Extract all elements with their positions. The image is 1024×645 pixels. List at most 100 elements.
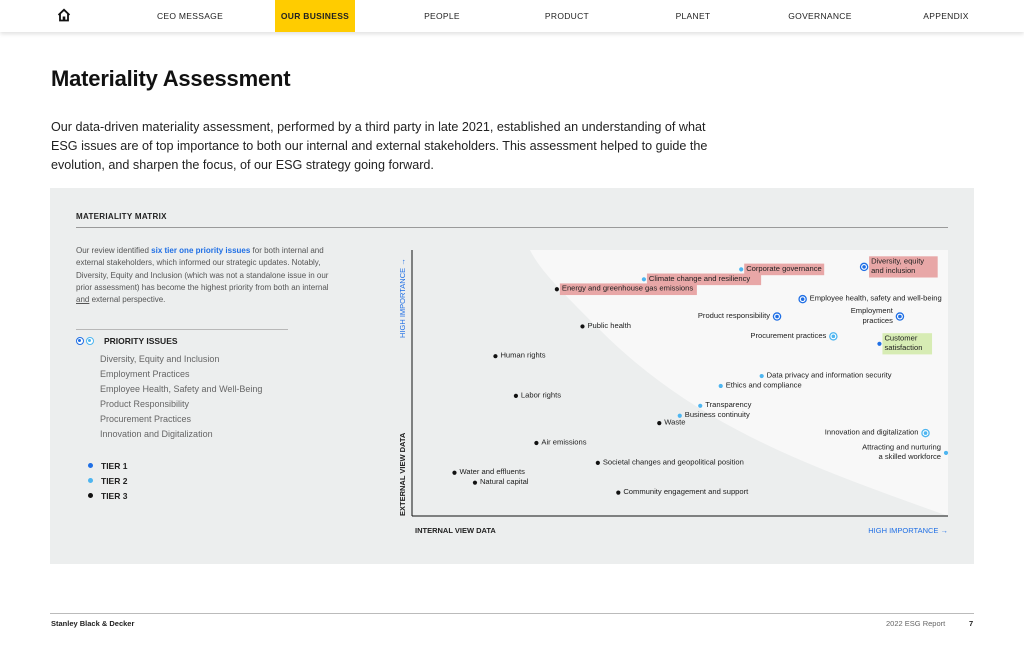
point-innovation-and-digitalization: Innovation and digitalization	[825, 428, 930, 438]
point-dot	[472, 480, 478, 485]
nav-item-our-business[interactable]: OUR BUSINESS	[275, 0, 355, 32]
priority-issue-item: Procurement Practices	[100, 414, 192, 424]
point-dot	[698, 403, 703, 408]
nav-item-planet[interactable]: PLANET	[675, 11, 711, 21]
priority-issue-item: Product Responsibility	[100, 399, 190, 409]
point-corporate-governance: Corporate governance	[739, 263, 825, 276]
point-labor-rights: Labor rights	[513, 390, 561, 399]
desc-highlight: six tier one priority issues	[151, 246, 251, 255]
point-dot	[452, 470, 457, 475]
divider	[76, 329, 288, 330]
footer-brand: Stanley Black & Decker	[51, 619, 135, 628]
page-number: 7	[969, 619, 974, 628]
point-dot	[616, 490, 621, 495]
point-dot	[831, 334, 836, 339]
point-dot	[923, 431, 928, 435]
point-label: Business continuity	[685, 410, 750, 419]
point-dot	[657, 421, 662, 426]
legend-tier-1: TIER 1	[88, 459, 127, 474]
point-label: Societal changes and geopolitical positi…	[603, 457, 744, 466]
home-icon[interactable]	[57, 8, 71, 22]
point-dot	[677, 413, 682, 418]
point-business-continuity: Business continuity	[677, 410, 750, 419]
legend-label: TIER 3	[101, 491, 128, 501]
point-air-emissions: Air emissions	[534, 437, 587, 446]
point-diversity-equity-and-inclusion: Diversity, equity and inclusion	[859, 256, 938, 278]
point-label: Waste	[664, 418, 685, 427]
tier3-dot-icon	[88, 493, 93, 498]
nav-item-product[interactable]: PRODUCT	[544, 11, 590, 21]
point-label: Labor rights	[521, 390, 561, 399]
nav-item-people[interactable]: PEOPLE	[424, 11, 460, 21]
tier1-dot-icon	[88, 463, 93, 468]
point-data-privacy-and-information-security: Data privacy and information security	[759, 370, 892, 379]
priority-issues-list: Diversity, Equity and Inclusion Employme…	[100, 352, 262, 442]
point-label: Employee health, safety and well-being	[810, 294, 942, 303]
point-dot	[718, 383, 723, 389]
legend-tier-2: TIER 2	[88, 474, 127, 489]
point-natural-capital: Natural capital	[472, 477, 529, 486]
y-high-importance-label: HIGH IMPORTANCE →	[398, 258, 407, 338]
point-label: Ethics and compliance	[726, 380, 802, 389]
label-highlight	[559, 283, 697, 296]
point-label: Public health	[587, 321, 630, 330]
point-dot	[898, 314, 902, 319]
priority-issues-heading: PRIORITY ISSUES	[76, 336, 178, 346]
point-dot	[595, 460, 600, 465]
priority-dots-icon	[76, 337, 96, 345]
point-procurement-practices: Procurement practices	[750, 331, 838, 341]
tier-legend: TIER 1 TIER 2 TIER 3	[88, 459, 127, 504]
matrix-description: Our review identified six tier one prior…	[76, 245, 344, 306]
point-dot	[943, 450, 949, 456]
desc-text: Our review identified	[76, 246, 152, 255]
divider	[76, 227, 948, 228]
point-water-and-effluents: Water and effluents	[452, 467, 525, 476]
nav-item-appendix[interactable]: APPENDIX	[923, 11, 969, 21]
point-dot	[862, 265, 866, 269]
point-label: Diversity, equity and inclusion	[871, 257, 924, 276]
point-customer-satisfaction: Customer satisfaction	[877, 333, 933, 355]
point-label: Climate change and resiliency	[649, 274, 751, 283]
point-label: Data privacy and information security	[767, 370, 892, 379]
point-transparency: Transparency	[698, 400, 752, 409]
point-dot	[641, 277, 647, 282]
point-dot	[800, 297, 805, 301]
nav-item-ceo-message[interactable]: CEO MESSAGE	[156, 11, 224, 21]
point-energy-and-greenhouse-gas-emissions: Energy and greenhouse gas emissions	[554, 283, 697, 296]
priority-issue-item: Diversity, Equity and Inclusion	[100, 354, 220, 364]
point-dot	[513, 393, 519, 398]
point-dot	[554, 287, 559, 292]
priority-issue-item: Innovation and Digitalization	[100, 429, 213, 439]
point-attracting-and-nurturing-a-skilled-workforce: Attracting and nurturing a skilled workfo…	[862, 443, 949, 461]
point-human-rights: Human rights	[493, 351, 546, 360]
nav-item-governance[interactable]: GOVERNANCE	[788, 11, 852, 21]
legend-tier-3: TIER 3	[88, 489, 127, 504]
point-label: Corporate governance	[746, 264, 822, 273]
point-label: Customer satisfaction	[884, 333, 922, 352]
point-label: Employment practices	[851, 306, 894, 325]
x-high-importance-label: HIGH IMPORTANCE →	[868, 526, 948, 535]
desc-text: external perspective.	[89, 295, 166, 305]
point-label: Community engagement and support	[623, 487, 749, 496]
point-label: Energy and greenhouse gas emissions	[562, 284, 693, 293]
point-community-engagement-and-support: Community engagement and support	[616, 487, 749, 496]
page-title: Materiality Assessment	[51, 66, 291, 91]
footer-report: 2022 ESG Report	[886, 619, 946, 628]
top-nav: CEO MESSAGE OUR BUSINESS PEOPLE PRODUCT …	[0, 0, 1024, 32]
priority-issue-item: Employee Health, Safety and Well-Being	[100, 384, 263, 394]
point-product-responsibility: Product responsibility	[698, 311, 782, 321]
point-waste: Waste	[657, 418, 686, 427]
point-employment-practices: Employment practices	[851, 306, 905, 325]
point-dot	[775, 314, 779, 319]
point-dot	[534, 440, 539, 446]
priority-issues-label: PRIORITY ISSUES	[104, 336, 178, 346]
tier2-dot-icon	[88, 478, 93, 483]
label-highlight	[869, 256, 938, 278]
legend-label: TIER 1	[101, 461, 128, 471]
matrix-heading: MATERIALITY MATRIX	[76, 212, 167, 221]
intro-paragraph: Our data-driven materiality assessment, …	[51, 120, 708, 172]
point-label: Procurement practices	[750, 331, 826, 340]
point-employee-health-safety-and-well-being: Employee health, safety and well-being	[798, 294, 942, 304]
point-dot	[580, 324, 585, 329]
priority-issue-item: Employment Practices	[100, 369, 190, 379]
